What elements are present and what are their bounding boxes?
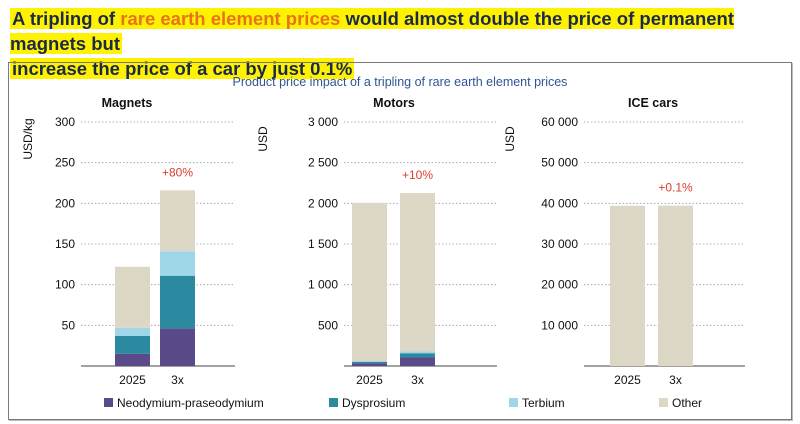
magnets-bar-dysprosium bbox=[160, 275, 195, 329]
ice-cars-y-tick-label: 50 000 bbox=[541, 156, 578, 170]
magnets-bar-other bbox=[160, 190, 195, 252]
headline-line-1: A tripling of rare earth element prices … bbox=[10, 8, 734, 54]
motors-x-tick-label: 3x bbox=[411, 373, 424, 387]
headline-accent-text: rare earth element prices bbox=[120, 8, 341, 29]
chart-subtitle: Product price impact of a tripling of ra… bbox=[233, 75, 568, 89]
legend-swatch-terbium bbox=[509, 398, 518, 407]
ice-cars-y-tick-label: 10 000 bbox=[541, 318, 578, 332]
motors-x-tick-label: 2025 bbox=[356, 373, 383, 387]
headline: A tripling of rare earth element prices … bbox=[10, 6, 790, 81]
motors-bar-other bbox=[352, 202, 387, 362]
magnets-y-axis-label: USD/kg bbox=[21, 118, 35, 159]
ice-cars-x-tick-label: 3x bbox=[669, 373, 682, 387]
ice-cars-bar-other bbox=[658, 205, 693, 366]
ice-cars-change-annotation: +0.1% bbox=[658, 181, 693, 195]
ice-cars-y-tick-label: 40 000 bbox=[541, 196, 578, 210]
magnets-chart-title: Magnets bbox=[102, 96, 153, 110]
magnets-change-annotation: +80% bbox=[162, 165, 193, 179]
motors-change-annotation: +10% bbox=[402, 168, 433, 182]
legend-swatch-dysprosium bbox=[329, 398, 338, 407]
magnets-bar-other bbox=[115, 266, 150, 328]
ice-cars-x-tick-label: 2025 bbox=[614, 373, 641, 387]
headline-line-2: increase the price of a car by just 0.1% bbox=[10, 58, 355, 79]
magnets-x-tick-label: 2025 bbox=[119, 373, 146, 387]
magnets-x-tick-label: 3x bbox=[171, 373, 184, 387]
motors-y-axis-label: USD bbox=[256, 126, 270, 152]
motors-y-tick-label: 2 500 bbox=[308, 156, 338, 170]
headline-text-end: would almost double the price of permane… bbox=[10, 8, 734, 54]
legend-label-terbium: Terbium bbox=[522, 396, 565, 410]
magnets-y-tick-label: 250 bbox=[55, 156, 75, 170]
motors-y-tick-label: 1 000 bbox=[308, 278, 338, 292]
motors-bar-neodymium-praseodymium bbox=[400, 357, 435, 366]
ice-cars-chart-title: ICE cars bbox=[628, 96, 678, 110]
motors-bar-dysprosium bbox=[400, 353, 435, 358]
headline-text-start: A tripling of bbox=[12, 8, 121, 29]
motors-y-tick-label: 1 500 bbox=[308, 237, 338, 251]
legend-label-other: Other bbox=[672, 396, 702, 410]
magnets-bar-terbium bbox=[115, 327, 150, 336]
magnets-y-tick-label: 50 bbox=[62, 318, 76, 332]
chart-frame: Product price impact of a tripling of ra… bbox=[8, 62, 792, 420]
motors-bar-neodymium-praseodymium bbox=[352, 363, 387, 366]
magnets-y-tick-label: 150 bbox=[55, 237, 75, 251]
legend-label-neodymium-praseodymium: Neodymium-praseodymium bbox=[117, 396, 264, 410]
magnets-bar-dysprosium bbox=[115, 335, 150, 354]
motors-y-tick-label: 3 000 bbox=[308, 115, 338, 129]
magnets-bar-neodymium-praseodymium bbox=[115, 353, 150, 366]
motors-bar-terbium bbox=[352, 361, 387, 362]
ice-cars-y-axis-label: USD bbox=[503, 126, 517, 152]
ice-cars-y-tick-label: 20 000 bbox=[541, 278, 578, 292]
legend-swatch-other bbox=[659, 398, 668, 407]
magnets-y-tick-label: 100 bbox=[55, 278, 75, 292]
ice-cars-y-tick-label: 30 000 bbox=[541, 237, 578, 251]
magnets-y-tick-label: 200 bbox=[55, 196, 75, 210]
motors-bar-dysprosium bbox=[352, 361, 387, 364]
magnets-bar-terbium bbox=[160, 251, 195, 276]
motors-bar-other bbox=[400, 193, 435, 352]
motors-bar-terbium bbox=[400, 351, 435, 354]
legend-label-dysprosium: Dysprosium bbox=[342, 396, 405, 410]
ice-cars-bar-other bbox=[610, 205, 645, 366]
motors-chart-title: Motors bbox=[373, 96, 415, 110]
magnets-y-tick-label: 300 bbox=[55, 115, 75, 129]
legend-swatch-neodymium-praseodymium bbox=[104, 398, 113, 407]
chart-canvas: Product price impact of a tripling of ra… bbox=[21, 75, 745, 410]
motors-y-tick-label: 500 bbox=[318, 318, 338, 332]
ice-cars-y-tick-label: 60 000 bbox=[541, 115, 578, 129]
motors-y-tick-label: 2 000 bbox=[308, 196, 338, 210]
magnets-bar-neodymium-praseodymium bbox=[160, 328, 195, 366]
